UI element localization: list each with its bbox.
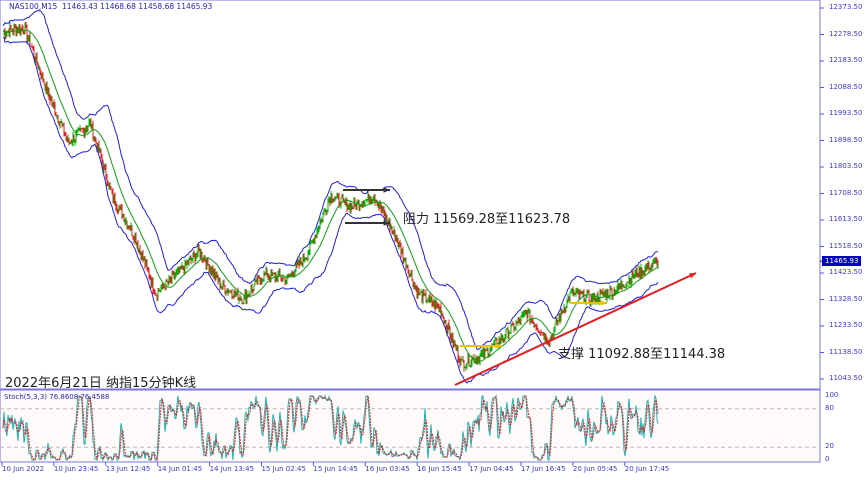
chart-caption: 2022年6月21日 纳指15分钟K线 [5,376,197,391]
time-tick-label: 16 Jun 03:45 [365,465,410,473]
price-tick-label: 11043.50 [829,374,863,382]
time-tick-label: 17 Jun 04:45 [469,465,514,473]
time-tick-label: 17 Jun 16:45 [521,465,566,473]
trendline-arrow-head [689,273,696,279]
time-tick-label: 13 Jun 12:45 [105,465,151,473]
time-tick-label: 14 Jun 01:45 [157,465,203,473]
bollinger-upper [2,9,659,351]
stoch-level-label: 80 [825,403,834,412]
main-panel [0,0,821,390]
price-tick-label: 11708.50 [829,188,863,197]
support-arrow-1-head [495,343,502,349]
price-tick-label: 11613.50 [829,215,863,223]
resistance-arrow-lower-head [383,220,390,226]
price-tick-label: 11233.50 [829,321,863,329]
time-tick-label: 20 Jun 17:45 [624,465,670,473]
current-price-label: 11465.93 [822,256,862,266]
price-tick-label: 11898.50 [829,135,863,144]
symbol-header: NAS100,M15 11463.43 11468.68 11458.68 11… [9,2,213,11]
time-tick-label: 10 Jun 2022 [2,465,45,473]
stoch-level-label: 20 [825,442,834,451]
price-tick-label: 12088.50 [829,82,863,91]
stoch-signal-line [2,395,659,462]
resistance-arrow-upper-head [383,187,390,193]
stoch-panel [0,389,821,463]
stoch-level-label: 100 [825,391,839,399]
stoch-main-line [2,394,659,462]
price-tick-label: 11993.50 [829,109,863,117]
resistance-annotation: 阻力 11569.28至11623.78 [403,212,571,227]
price-tick-label: 11518.50 [829,241,863,250]
bollinger-middle [2,29,659,363]
price-tick-label: 12183.50 [829,56,863,64]
price-tick-label: 11803.50 [829,162,863,170]
time-tick-label: 14 Jun 13:45 [209,465,255,473]
price-tick-label: 11328.50 [829,294,863,303]
price-tick-label: 11423.50 [829,268,863,276]
time-tick-label: 15 Jun 02:45 [261,465,306,473]
time-tick-label: 16 Jun 15:45 [417,465,462,473]
support-annotation: 支撑 11092.88至11144.38 [558,347,726,362]
stoch-level-label: 0 [825,455,830,463]
support-arrow-2-head [600,300,607,306]
time-tick-label: 20 Jun 05:45 [572,465,618,473]
price-tick-label: 12278.50 [829,29,863,38]
stochastic-label: Stoch(5,3,3) 76.8608 76.4588 [4,393,110,401]
bollinger-lower [2,36,659,384]
price-tick-label: 12373.50 [829,3,863,11]
time-tick-label: 15 Jun 14:45 [313,465,358,473]
price-tick-label: 11138.50 [829,347,863,356]
trendline-arrow [454,272,697,386]
time-tick-label: 10 Jun 23:45 [53,465,99,473]
